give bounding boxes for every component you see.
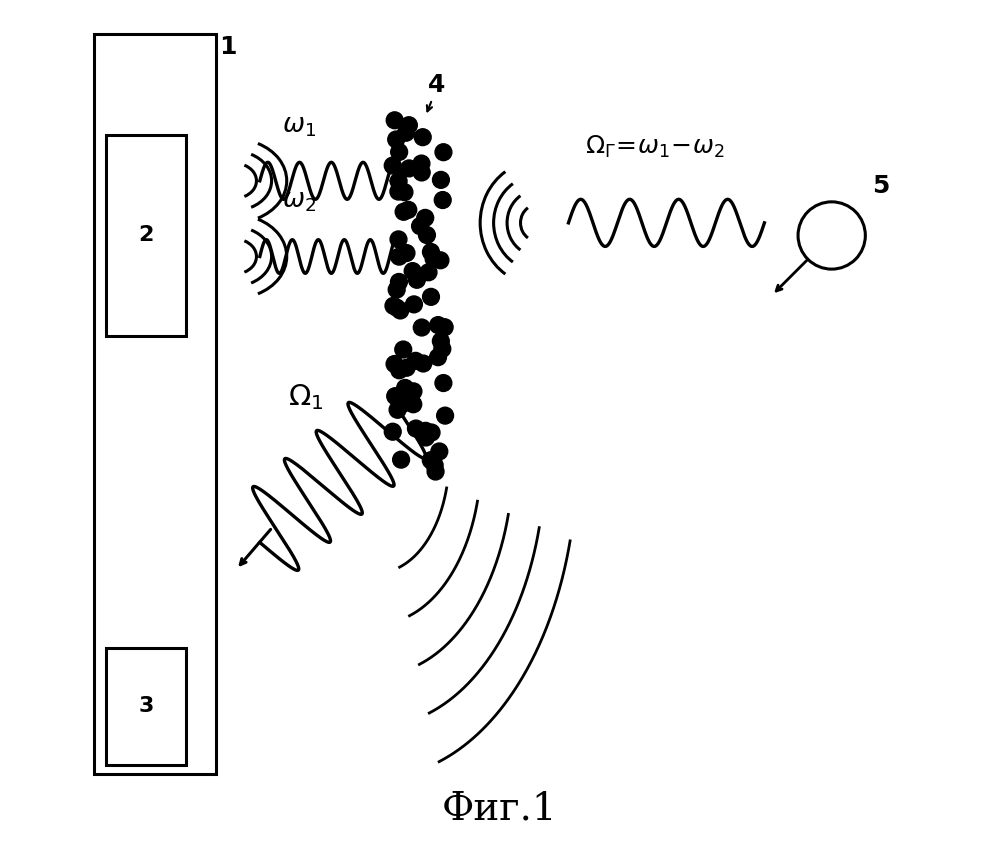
Circle shape [391,248,408,265]
Circle shape [433,333,450,350]
Circle shape [388,131,405,148]
Circle shape [412,218,429,235]
Circle shape [394,396,411,413]
Text: $\omega_1$: $\omega_1$ [283,114,317,139]
Circle shape [419,227,436,244]
Circle shape [397,379,414,396]
Bar [94,34,216,774]
Circle shape [415,129,432,145]
Circle shape [401,160,418,177]
Circle shape [428,463,444,480]
Circle shape [390,231,407,248]
Circle shape [393,452,410,468]
Circle shape [405,396,422,413]
Circle shape [435,144,452,161]
Circle shape [430,349,447,366]
Text: $\Omega_\Gamma\!=\!\omega_1\!-\!\omega_2$: $\Omega_\Gamma\!=\!\omega_1\!-\!\omega_2… [585,134,725,160]
Circle shape [392,302,409,319]
Circle shape [418,429,435,446]
Circle shape [395,341,412,358]
Circle shape [385,423,402,440]
Text: 1: 1 [220,35,237,60]
Text: $\omega_2$: $\omega_2$ [283,189,317,214]
Bar [106,135,186,336]
Circle shape [427,457,444,473]
Circle shape [423,244,440,261]
Circle shape [389,281,405,298]
Circle shape [391,144,408,161]
Circle shape [415,355,432,372]
Circle shape [405,383,422,399]
Text: 5: 5 [872,173,889,198]
Circle shape [387,112,403,129]
Circle shape [399,359,415,376]
Circle shape [390,401,406,418]
Circle shape [385,298,402,315]
Circle shape [405,262,421,279]
Circle shape [433,172,450,188]
Circle shape [434,341,451,357]
Circle shape [435,192,452,209]
Circle shape [424,424,440,441]
Circle shape [435,374,452,391]
Text: Фиг.1: Фиг.1 [442,791,557,828]
Circle shape [391,362,408,378]
Text: 2: 2 [138,225,154,246]
Circle shape [414,319,431,336]
Circle shape [423,288,440,305]
Circle shape [396,184,413,201]
Circle shape [389,299,406,316]
Circle shape [426,251,442,267]
Circle shape [798,202,865,269]
Circle shape [398,124,415,141]
Circle shape [396,204,412,220]
Text: 3: 3 [138,696,154,717]
Circle shape [387,388,404,405]
Circle shape [418,422,434,439]
Circle shape [401,117,418,134]
Circle shape [385,157,402,174]
Circle shape [409,272,426,288]
Circle shape [430,317,447,334]
Circle shape [413,155,430,172]
Circle shape [400,201,417,218]
Circle shape [431,443,448,460]
Text: $\Omega_1$: $\Omega_1$ [289,382,324,412]
Circle shape [437,319,454,336]
Circle shape [417,209,434,226]
Circle shape [406,296,423,313]
Circle shape [398,245,415,262]
Circle shape [432,252,449,269]
Circle shape [423,452,440,468]
Circle shape [391,273,408,290]
Circle shape [387,356,403,373]
Circle shape [421,264,437,281]
Circle shape [437,407,454,424]
Circle shape [414,164,431,181]
Circle shape [408,352,424,369]
Bar [106,648,186,765]
Circle shape [408,420,425,437]
Text: 4: 4 [428,72,446,97]
Circle shape [391,172,407,189]
Circle shape [390,183,407,200]
